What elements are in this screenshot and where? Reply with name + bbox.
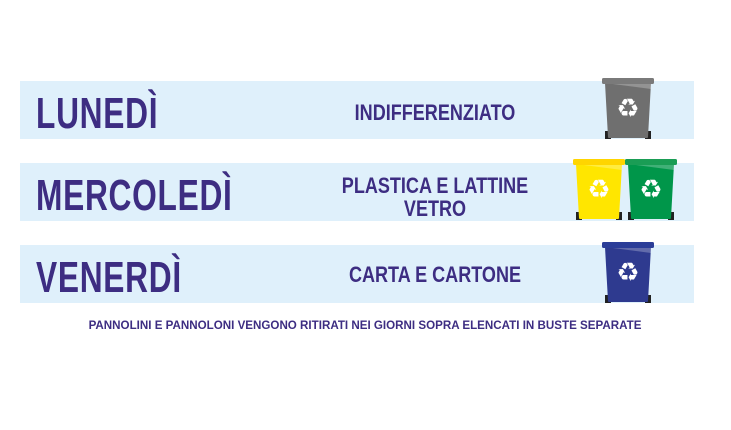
yellow-bin-icon: ♻ [573,159,625,220]
blue-bin-icon: ♻ [602,242,654,303]
waste-wednesday-1: PLASTICA E LATTINE [341,173,529,198]
green-bin-icon: ♻ [625,159,677,220]
row-friday [20,245,694,303]
recycle-icon: ♻ [639,175,662,205]
waste-wednesday-2: VETRO [403,196,467,221]
day-wednesday: MERCOLEDÌ [36,171,233,220]
row-monday [20,81,694,139]
day-friday: VENERDÌ [36,253,182,302]
waste-friday: CARTA E CARTONE [348,262,522,287]
gray-bin-icon: ♻ [602,78,654,139]
footer-note: PANNOLINI E PANNOLONI VENGONO RITIRATI N… [88,319,642,332]
recycle-icon: ♻ [616,94,639,124]
day-monday: LUNEDÌ [36,89,159,138]
recycle-icon: ♻ [616,258,639,288]
waste-monday: INDIFFERENZIATO [354,100,516,125]
recycle-icon: ♻ [587,175,610,205]
